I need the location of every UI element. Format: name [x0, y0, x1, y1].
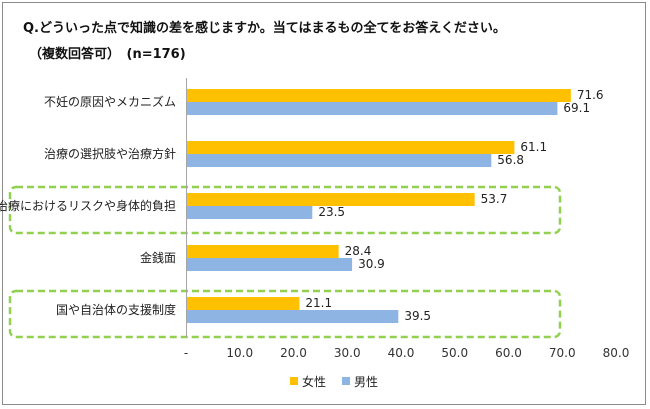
bar-female	[186, 245, 339, 258]
data-label: 23.5	[318, 205, 345, 219]
data-label: 61.1	[520, 140, 547, 154]
data-label: 69.1	[563, 101, 590, 115]
x-tick-label: 80.0	[603, 346, 630, 360]
category-label: 不妊の原因やメカニズム	[44, 94, 176, 109]
chart-subtitle: （複数回答可） (n=176)	[29, 47, 186, 62]
data-label: 71.6	[577, 88, 604, 102]
data-label: 53.7	[481, 192, 508, 206]
x-tick-label: 70.0	[549, 346, 576, 360]
data-label: 21.1	[305, 296, 332, 310]
x-tick-label: 30.0	[334, 346, 361, 360]
category-label: 治療の選択肢や治療方針	[44, 146, 176, 161]
x-tick-label: -	[184, 346, 188, 360]
bar-male	[186, 206, 313, 219]
data-label: 56.8	[497, 153, 524, 167]
category-label: 国や自治体の支援制度	[56, 302, 176, 317]
bar-male	[186, 154, 492, 167]
bar-male	[186, 310, 399, 323]
x-tick-label: 60.0	[495, 346, 522, 360]
bar-female	[186, 89, 571, 102]
x-tick-label: 40.0	[388, 346, 415, 360]
bar-female	[186, 297, 300, 310]
legend-swatch	[342, 377, 350, 385]
x-tick-label: 50.0	[441, 346, 468, 360]
x-tick-label: 10.0	[226, 346, 253, 360]
highlight-box	[8, 185, 562, 235]
x-tick-label: 20.0	[280, 346, 307, 360]
bar-female	[186, 193, 475, 206]
legend-swatch	[290, 377, 298, 385]
category-label: 治療におけるリスクや身体的負担	[0, 198, 176, 213]
data-label: 30.9	[358, 257, 385, 271]
chart-title: Q.どういった点で知識の差を感じますか。当てはまるもの全てをお答えください。	[23, 21, 506, 36]
data-label: 28.4	[345, 244, 372, 258]
category-label: 金銭面	[140, 250, 176, 265]
bar-female	[186, 141, 515, 154]
bar-male	[186, 258, 353, 271]
highlight-box	[8, 289, 562, 339]
bar-male	[186, 102, 558, 115]
legend-label: 男性	[354, 375, 378, 389]
data-label: 39.5	[404, 309, 431, 323]
legend-label: 女性	[302, 374, 326, 389]
